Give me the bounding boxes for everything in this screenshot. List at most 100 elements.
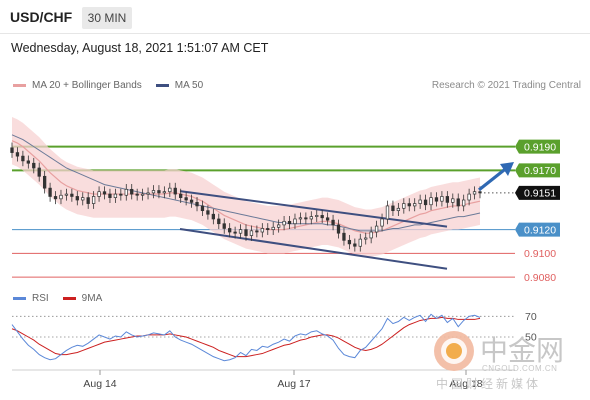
ma9-legend-label: 9MA (81, 293, 103, 304)
price-tag-text: 0.9100 (524, 248, 556, 260)
price-tag-bg (515, 222, 560, 237)
candle (162, 191, 167, 194)
rsi-tick-label: 50 (525, 332, 537, 344)
channel-line-lower (179, 228, 448, 270)
symbol-title: USD/CHF (10, 9, 73, 25)
candle (26, 160, 30, 164)
ma50-legend-label: MA 50 (174, 80, 204, 91)
candle (179, 193, 183, 198)
ma20-legend-label: MA 20 + Bollinger Bands (32, 80, 142, 91)
candle (255, 230, 259, 233)
candle (249, 230, 254, 236)
copyright-label: Research © 2021 Trading Central (431, 80, 581, 91)
timeframe-button[interactable]: 30 MIN (82, 7, 132, 29)
candle (277, 224, 281, 228)
candle (168, 187, 172, 193)
price-tag-0.9120: 0.9120 (515, 222, 560, 237)
header: USD/CHF 30 MIN (0, 0, 590, 33)
candle (287, 220, 292, 225)
candle (184, 197, 188, 201)
candle (130, 188, 134, 195)
candle (271, 226, 275, 230)
datetime-label: Wednesday, August 18, 2021 1:51:07 AM CE… (11, 41, 269, 55)
price-tag-0.9080: 0.9080 (524, 272, 556, 284)
bollinger-band (12, 117, 480, 257)
rsi-swatch (13, 297, 26, 300)
candle (75, 196, 79, 201)
x-tick-label: Aug 18 (449, 378, 482, 390)
candle (238, 229, 243, 234)
candle (325, 217, 330, 221)
candle (146, 192, 150, 195)
forecast-arrow-head (500, 162, 514, 177)
candle (86, 197, 90, 204)
price-tag-text: 0.9190 (524, 141, 556, 153)
candle (413, 203, 417, 207)
price-tag-0.9151: 0.9151 (515, 185, 560, 200)
channel-line-upper (179, 190, 448, 228)
candle (211, 213, 215, 220)
candle (260, 228, 264, 233)
price-tag-text: 0.9120 (524, 224, 556, 236)
x-tick-label: Aug 14 (83, 378, 116, 390)
candle (380, 218, 384, 227)
candle (200, 205, 205, 212)
ma9-swatch (62, 297, 76, 300)
candle (456, 198, 460, 207)
candles (10, 142, 482, 252)
watermark-cn: 中金网 (480, 334, 565, 367)
candle (91, 196, 96, 204)
candle (59, 194, 63, 200)
candle (135, 193, 139, 196)
candle (64, 193, 69, 196)
forecast-arrow-shaft (478, 167, 507, 192)
candle (266, 228, 270, 230)
candle (195, 202, 199, 207)
candle (48, 187, 52, 197)
rsi-legend: RSI 9MA (13, 293, 102, 304)
rsi-legend-label: RSI (32, 293, 49, 304)
candle (315, 215, 319, 217)
candle (53, 196, 58, 200)
chart-legend: MA 20 + Bollinger Bands MA 50 (13, 80, 203, 91)
candle (140, 193, 145, 196)
candle (173, 187, 177, 195)
candle (157, 190, 161, 194)
price-tag-bg (515, 139, 560, 154)
header-divider (0, 33, 590, 34)
x-tick-label: Aug 17 (277, 378, 310, 390)
candle (445, 196, 449, 203)
candle (222, 223, 226, 229)
rsi-tick-label: 70 (525, 311, 537, 323)
candle (467, 193, 471, 201)
candle (37, 167, 41, 177)
price-tag-text: 0.9170 (524, 165, 556, 177)
candle (309, 216, 313, 220)
candle (293, 218, 297, 225)
price-tag-0.9190: 0.9190 (515, 139, 560, 154)
candle (21, 155, 25, 162)
candle (97, 191, 101, 197)
candle (407, 203, 411, 207)
candle (70, 193, 74, 197)
watermark-domain: CNGOLD.COM.CN (482, 364, 558, 373)
price-tag-text: 0.9151 (524, 188, 556, 200)
candle (402, 203, 406, 209)
candle (304, 217, 308, 220)
ma20-swatch (13, 84, 26, 87)
candle (15, 152, 20, 157)
candle (102, 191, 107, 195)
candle (189, 199, 194, 203)
candle (32, 162, 36, 169)
watermark: 中金网 CNGOLD.COM.CN 中国财经新媒体 (432, 327, 590, 391)
candle (342, 232, 346, 241)
candle (385, 205, 390, 220)
candle (462, 199, 466, 207)
candle (282, 220, 286, 226)
candle (206, 210, 210, 215)
candle (124, 188, 128, 196)
candle (10, 147, 14, 153)
candle (233, 231, 237, 234)
candle (81, 197, 85, 201)
